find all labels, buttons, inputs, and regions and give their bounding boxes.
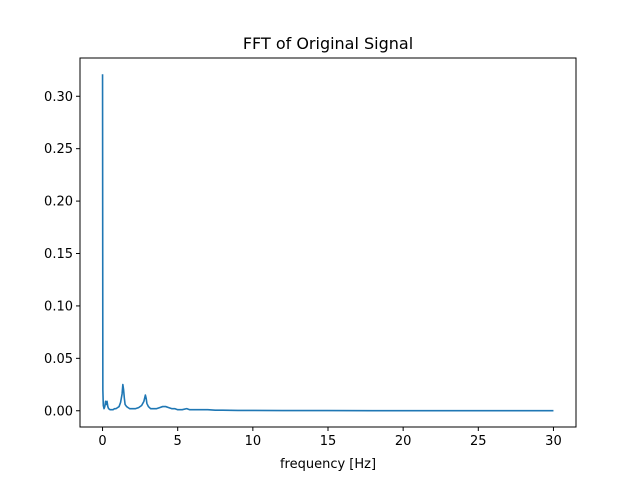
x-tick-label: 25 <box>470 434 487 449</box>
x-tick-label: 20 <box>395 434 412 449</box>
x-tick-label: 0 <box>98 434 106 449</box>
y-tick-label: 0.15 <box>44 247 73 262</box>
chart-title: FFT of Original Signal <box>243 34 413 53</box>
plot-frame <box>79 57 577 428</box>
y-tick-label: 0.20 <box>44 195 73 210</box>
series-line-fft <box>101 74 554 412</box>
ticks-group: 0 5 10 15 20 25 30 0.00 0.05 0.10 0.15 0.20 0.25 0.30 <box>44 90 562 449</box>
x-tick-label: 10 <box>245 434 262 449</box>
y-tick-label: 0.10 <box>44 299 73 314</box>
plot-area <box>80 58 576 427</box>
x-axis-label: frequency [Hz] <box>280 457 376 472</box>
y-tick-label: 0.25 <box>44 142 73 157</box>
x-tick-label: 30 <box>545 434 562 449</box>
y-tick-label: 0.05 <box>44 352 73 367</box>
x-tick-label: 15 <box>320 434 337 449</box>
y-tick-label: 0.00 <box>44 404 73 419</box>
y-tick-label: 0.30 <box>44 90 73 105</box>
x-tick-label: 5 <box>174 434 182 449</box>
